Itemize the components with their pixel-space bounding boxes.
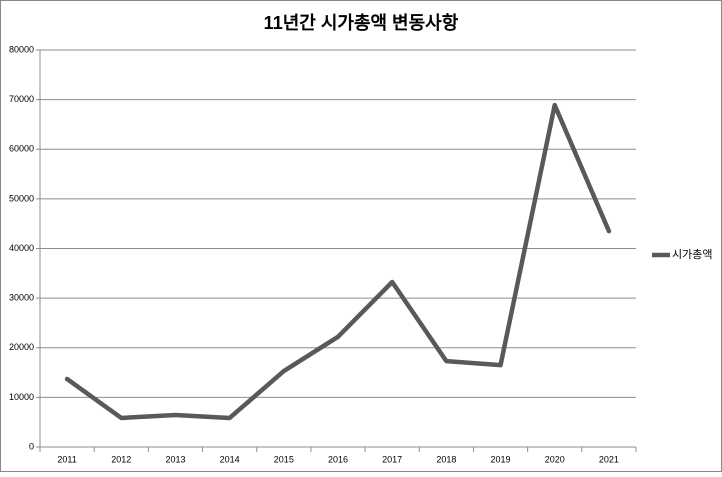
x-tick-label: 2021 [599,454,619,464]
x-tick-label: 2020 [545,454,565,464]
legend-label: 시가총액 [672,248,712,261]
y-tick-label: 60000 [9,144,34,154]
x-tick-label: 2017 [382,454,402,464]
x-tick-label: 2012 [111,454,131,464]
y-tick-label: 20000 [9,342,34,352]
chart-title: 11년간 시가총액 변동사항 [264,13,459,33]
x-tick-label: 2013 [165,454,185,464]
y-tick-label: 0 [29,441,34,451]
y-tick-label: 30000 [9,293,34,303]
x-tick-label: 2018 [436,454,456,464]
y-tick-label: 50000 [9,193,34,203]
x-tick-label: 2014 [220,454,240,464]
y-tick-label: 70000 [9,94,34,104]
y-tick-label: 80000 [9,44,34,54]
x-tick-label: 2011 [57,454,76,464]
y-tick-label: 10000 [9,392,34,402]
y-tick-label: 40000 [9,243,34,253]
x-tick-label: 2016 [328,454,348,464]
x-tick-label: 2019 [491,454,511,464]
series-line [64,102,612,421]
x-tick-label: 2015 [274,454,294,464]
